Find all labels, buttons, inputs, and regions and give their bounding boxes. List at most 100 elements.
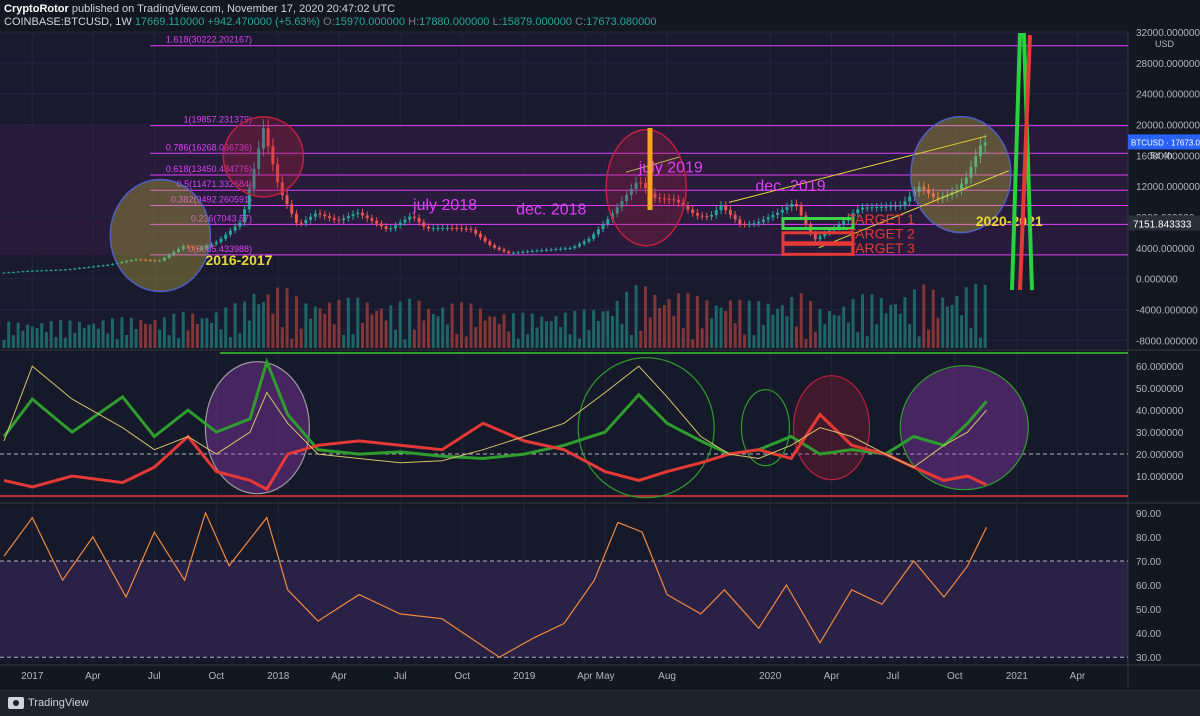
volume-bar	[549, 321, 553, 348]
candle-body	[639, 182, 643, 184]
candle-body	[266, 128, 270, 147]
volume-bar	[219, 329, 223, 348]
x-tick-label: Apr	[331, 671, 347, 682]
volume-bar	[568, 334, 572, 348]
price-change: +942.470000 (+5.63%)	[207, 16, 320, 28]
highlight-circle-1	[222, 116, 305, 198]
candle-body	[271, 146, 275, 165]
volume-bar	[224, 307, 228, 348]
candle-body	[554, 249, 558, 251]
volume-bar	[912, 289, 916, 348]
volume-bar	[969, 327, 973, 348]
volume-bar	[318, 308, 322, 348]
candle-body	[224, 234, 228, 239]
volume-bar	[403, 339, 407, 348]
symbol-label[interactable]: COINBASE:BTCUSD, 1W	[4, 16, 132, 28]
highlight-circle-3	[910, 115, 1012, 234]
candle-body	[261, 128, 265, 149]
volume-bar	[389, 305, 393, 348]
volume-bar	[507, 331, 511, 348]
candle-body	[337, 219, 341, 221]
candle-body	[332, 217, 336, 220]
author-name[interactable]: CryptoRotor	[4, 3, 69, 15]
candle-body	[516, 252, 520, 254]
volume-bar	[365, 302, 369, 348]
candle-body	[238, 222, 242, 227]
volume-bar	[813, 331, 817, 348]
volume-bar	[228, 337, 232, 348]
candle-body	[26, 270, 30, 272]
chart-canvas[interactable]: 2017 Apr Jul Oct 2018 Apr Jul Oct 2019 Apr May Aug 2…	[0, 0, 1200, 690]
candle-body	[200, 247, 204, 250]
volume-bar	[431, 313, 435, 348]
candle-body	[889, 206, 893, 208]
candle-body	[464, 228, 468, 230]
currency-label: USD	[1155, 39, 1175, 49]
volume-bar	[610, 316, 614, 348]
candle-body	[153, 260, 157, 262]
volume-bar	[511, 313, 515, 348]
x-tick-label: 2020	[759, 671, 782, 682]
candle-body	[125, 261, 129, 263]
volume-bar	[87, 324, 91, 348]
volume-bar	[96, 328, 100, 348]
volume-bar	[540, 316, 544, 348]
candle-body	[129, 260, 133, 262]
candle-body	[776, 212, 780, 215]
low-value: 15879.000000	[501, 16, 573, 28]
volume-bar	[719, 307, 723, 348]
candle-body	[346, 216, 350, 219]
volume-bar	[30, 326, 34, 348]
volume-bar	[408, 298, 412, 348]
volume-bar	[158, 329, 162, 348]
candle-body	[106, 264, 110, 266]
candle-body	[771, 214, 775, 218]
candle-body	[148, 260, 152, 262]
candle-body	[695, 212, 699, 216]
volume-bar	[941, 297, 945, 348]
candle-body	[412, 216, 416, 218]
candle-body	[87, 266, 91, 268]
x-tick-label: 2018	[267, 671, 290, 682]
chart-annotation: july 2019	[638, 159, 703, 176]
volume-bar	[323, 313, 327, 348]
arrow-red	[1018, 34, 1032, 291]
volume-bar	[304, 303, 308, 348]
x-tick-label: Oct	[947, 671, 963, 682]
price-tick-label: -8000.000000	[1136, 336, 1198, 347]
volume-bar	[516, 338, 520, 348]
volume-bar	[521, 312, 525, 348]
volume-bar	[493, 316, 497, 348]
candle-body	[276, 164, 280, 183]
tradingview-logo[interactable]: TradingView	[8, 697, 89, 709]
volume-bar	[889, 304, 893, 348]
volume-bar	[794, 326, 798, 348]
chart-annotation: TARGET 3	[848, 240, 915, 256]
volume-bar	[639, 330, 643, 348]
osc-tick-label: 40.000000	[1136, 406, 1184, 417]
volume-bar	[747, 300, 751, 348]
candle-body	[743, 224, 747, 226]
volume-bar	[337, 299, 341, 348]
marked-price-tag	[1128, 215, 1200, 231]
candle-body	[436, 228, 440, 230]
volume-bar	[191, 313, 195, 348]
high-label: H:	[408, 16, 420, 28]
candle-body	[969, 166, 973, 178]
volume-bar	[313, 306, 317, 348]
oscillator-pane-bg	[0, 353, 1128, 498]
volume-bar	[917, 336, 921, 348]
volume-bar	[964, 287, 968, 348]
volume-bar	[422, 320, 426, 348]
volume-bar	[582, 309, 586, 348]
price-tick-label: 4000.000000	[1136, 244, 1195, 255]
candle-body	[577, 243, 581, 247]
x-tick-label: Aug	[658, 671, 676, 682]
volume-bar	[110, 318, 114, 348]
chart-annotation: TARGET 2	[848, 226, 915, 242]
volume-bar	[535, 327, 539, 348]
candle-body	[445, 227, 449, 229]
volume-bar	[620, 323, 624, 348]
candle-body	[219, 238, 223, 243]
